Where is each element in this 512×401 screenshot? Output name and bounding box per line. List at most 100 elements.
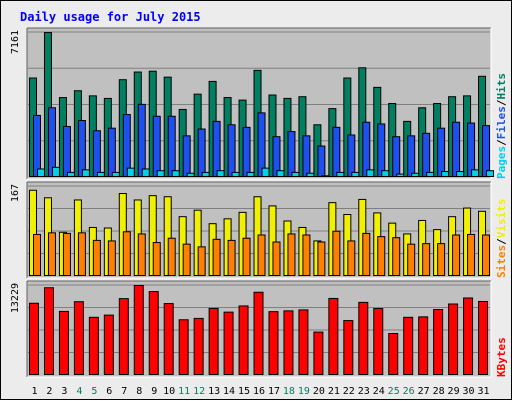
bar-files-day-14 bbox=[227, 124, 236, 177]
bar-pages-day-1 bbox=[37, 168, 45, 178]
bar-kbytes-day-11 bbox=[178, 319, 189, 375]
bar-files-day-23 bbox=[362, 121, 371, 177]
panel-side-legend: KBytes bbox=[495, 337, 508, 377]
x-tick-label-day-4: 4 bbox=[76, 386, 82, 397]
x-tick-label-day-15: 15 bbox=[238, 386, 250, 397]
bar-files-day-5 bbox=[92, 130, 101, 177]
bar-kbytes-day-7 bbox=[118, 298, 129, 376]
bar-files-day-19 bbox=[302, 135, 311, 177]
bar-sites-day-17 bbox=[272, 241, 281, 277]
bar-files-day-3 bbox=[62, 125, 71, 178]
bar-files-day-8 bbox=[137, 103, 146, 177]
bar-kbytes-day-24 bbox=[373, 308, 384, 375]
bar-pages-day-4 bbox=[81, 169, 90, 177]
bar-sites-day-11 bbox=[182, 243, 191, 277]
legend-files: Files bbox=[495, 106, 508, 139]
x-tick-label-day-9: 9 bbox=[151, 386, 157, 397]
chart-title: Daily usage for July 2015 bbox=[20, 10, 201, 24]
bar-pages-day-17 bbox=[276, 170, 285, 178]
bar-kbytes-day-1 bbox=[29, 302, 39, 375]
panel-max-label: 167 bbox=[10, 184, 21, 202]
x-tick-label-day-1: 1 bbox=[31, 386, 37, 397]
bar-kbytes-day-27 bbox=[418, 316, 429, 376]
legend-separator: / bbox=[495, 99, 508, 106]
x-tick-label-day-7: 7 bbox=[121, 386, 127, 397]
chart-panels: 7161Pages/Files/Hits167Sites/Visits13229… bbox=[10, 27, 508, 378]
bar-pages-day-13 bbox=[216, 170, 225, 178]
legend-separator: / bbox=[495, 139, 508, 146]
bar-sites-day-19 bbox=[302, 234, 311, 276]
x-axis-labels: 1 2 3 4 5 6 7 8 9 10 11 12 13 14 15 16 17 18 19 20 21 22 23 24 2… bbox=[31, 386, 489, 397]
bar-files-day-15 bbox=[242, 126, 251, 177]
bar-pages-day-28 bbox=[441, 171, 450, 177]
series-files bbox=[33, 103, 491, 178]
bar-kbytes-day-6 bbox=[103, 314, 114, 375]
bar-pages-day-31 bbox=[486, 170, 495, 178]
legend-pages: Pages bbox=[495, 146, 508, 179]
bar-files-day-18 bbox=[287, 131, 296, 177]
bar-pages-day-30 bbox=[471, 169, 480, 177]
bar-sites-day-7 bbox=[122, 231, 131, 276]
bar-sites-day-27 bbox=[422, 243, 431, 276]
bar-sites-day-14 bbox=[227, 239, 236, 276]
bar-kbytes-day-19 bbox=[298, 309, 309, 375]
x-tick-label-day-5: 5 bbox=[91, 386, 97, 397]
bar-kbytes-day-10 bbox=[163, 303, 174, 375]
bar-kbytes-day-25 bbox=[388, 333, 399, 376]
x-tick-label-day-19: 19 bbox=[298, 386, 310, 397]
bar-kbytes-day-5 bbox=[88, 316, 99, 375]
bar-kbytes-day-13 bbox=[208, 307, 219, 376]
bar-sites-day-6 bbox=[107, 240, 116, 276]
bar-sites-day-13 bbox=[212, 238, 221, 277]
bar-kbytes-day-26 bbox=[403, 316, 414, 375]
bar-kbytes-day-16 bbox=[253, 291, 264, 375]
bar-kbytes-day-28 bbox=[433, 309, 444, 375]
x-tick-label-day-14: 14 bbox=[223, 386, 235, 397]
x-tick-label-day-30: 30 bbox=[463, 386, 475, 397]
bar-pages-day-7 bbox=[126, 167, 135, 177]
bar-kbytes-day-12 bbox=[193, 317, 204, 376]
bar-pages-day-20 bbox=[321, 175, 330, 177]
bar-files-day-22 bbox=[347, 134, 356, 178]
x-tick-label-day-20: 20 bbox=[313, 386, 325, 397]
x-tick-label-day-18: 18 bbox=[283, 386, 295, 397]
bar-sites-day-22 bbox=[347, 240, 356, 276]
bar-kbytes-day-3 bbox=[58, 310, 69, 375]
bar-pages-day-9 bbox=[156, 170, 165, 178]
bar-kbytes-day-2 bbox=[43, 287, 54, 375]
panel-kbytes: 13229 KBytes bbox=[10, 280, 508, 378]
bar-pages-day-6 bbox=[111, 171, 120, 177]
bar-files-day-28 bbox=[437, 127, 446, 177]
legend-visits: Visits bbox=[495, 199, 508, 239]
bar-pages-day-18 bbox=[291, 171, 300, 177]
series-sites bbox=[33, 230, 491, 277]
bar-pages-day-2 bbox=[51, 166, 60, 178]
x-tick-label-day-21: 21 bbox=[328, 386, 340, 397]
bar-kbytes-day-8 bbox=[133, 285, 144, 375]
bar-files-day-21 bbox=[332, 126, 341, 177]
bar-pages-day-15 bbox=[246, 171, 255, 177]
bar-files-day-9 bbox=[152, 115, 161, 177]
bar-sites-day-20 bbox=[317, 241, 326, 277]
panel-visits-sites: 167 Sites/Visits bbox=[10, 181, 508, 279]
bar-files-day-7 bbox=[122, 114, 131, 178]
bar-pages-day-29 bbox=[456, 171, 465, 177]
bar-files-day-6 bbox=[107, 127, 116, 177]
legend-sites: Sites bbox=[495, 245, 508, 278]
bar-kbytes-day-20 bbox=[313, 331, 324, 376]
panel-max-label: 7161 bbox=[10, 30, 21, 54]
bar-files-day-11 bbox=[182, 135, 191, 177]
bar-kbytes-day-23 bbox=[358, 301, 369, 376]
bar-pages-day-5 bbox=[96, 171, 105, 177]
bar-sites-day-28 bbox=[437, 243, 446, 276]
bar-kbytes-day-15 bbox=[238, 305, 249, 375]
bar-kbytes-day-17 bbox=[268, 311, 279, 376]
bar-sites-day-21 bbox=[332, 230, 341, 277]
bar-kbytes-day-22 bbox=[343, 320, 354, 375]
bar-pages-day-27 bbox=[426, 171, 435, 177]
bar-kbytes-day-30 bbox=[463, 297, 474, 376]
x-tick-label-day-10: 10 bbox=[163, 386, 175, 397]
